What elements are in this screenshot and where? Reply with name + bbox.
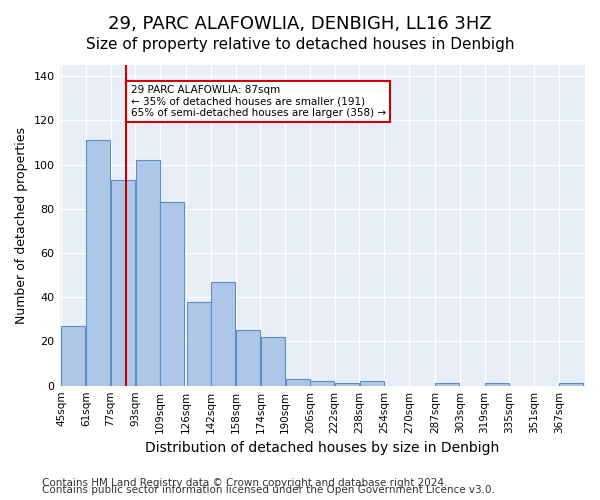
Bar — [436, 384, 460, 386]
Bar — [236, 330, 260, 386]
Bar — [286, 379, 310, 386]
Bar — [360, 382, 384, 386]
Bar — [211, 282, 235, 386]
Bar — [61, 326, 85, 386]
Text: 29, PARC ALAFOWLIA, DENBIGH, LL16 3HZ: 29, PARC ALAFOWLIA, DENBIGH, LL16 3HZ — [108, 15, 492, 33]
Text: Contains public sector information licensed under the Open Government Licence v3: Contains public sector information licen… — [42, 485, 495, 495]
Y-axis label: Number of detached properties: Number of detached properties — [15, 127, 28, 324]
Text: Size of property relative to detached houses in Denbigh: Size of property relative to detached ho… — [86, 38, 514, 52]
Bar — [261, 337, 285, 386]
Bar — [136, 160, 160, 386]
Bar — [187, 302, 211, 386]
Text: Contains HM Land Registry data © Crown copyright and database right 2024.: Contains HM Land Registry data © Crown c… — [42, 478, 448, 488]
Bar — [160, 202, 184, 386]
Bar — [86, 140, 110, 386]
Bar — [111, 180, 135, 386]
Bar — [559, 384, 583, 386]
X-axis label: Distribution of detached houses by size in Denbigh: Distribution of detached houses by size … — [145, 441, 499, 455]
Bar — [335, 384, 359, 386]
Bar — [310, 382, 334, 386]
Text: 29 PARC ALAFOWLIA: 87sqm
← 35% of detached houses are smaller (191)
65% of semi-: 29 PARC ALAFOWLIA: 87sqm ← 35% of detach… — [131, 85, 386, 118]
Bar — [485, 384, 509, 386]
